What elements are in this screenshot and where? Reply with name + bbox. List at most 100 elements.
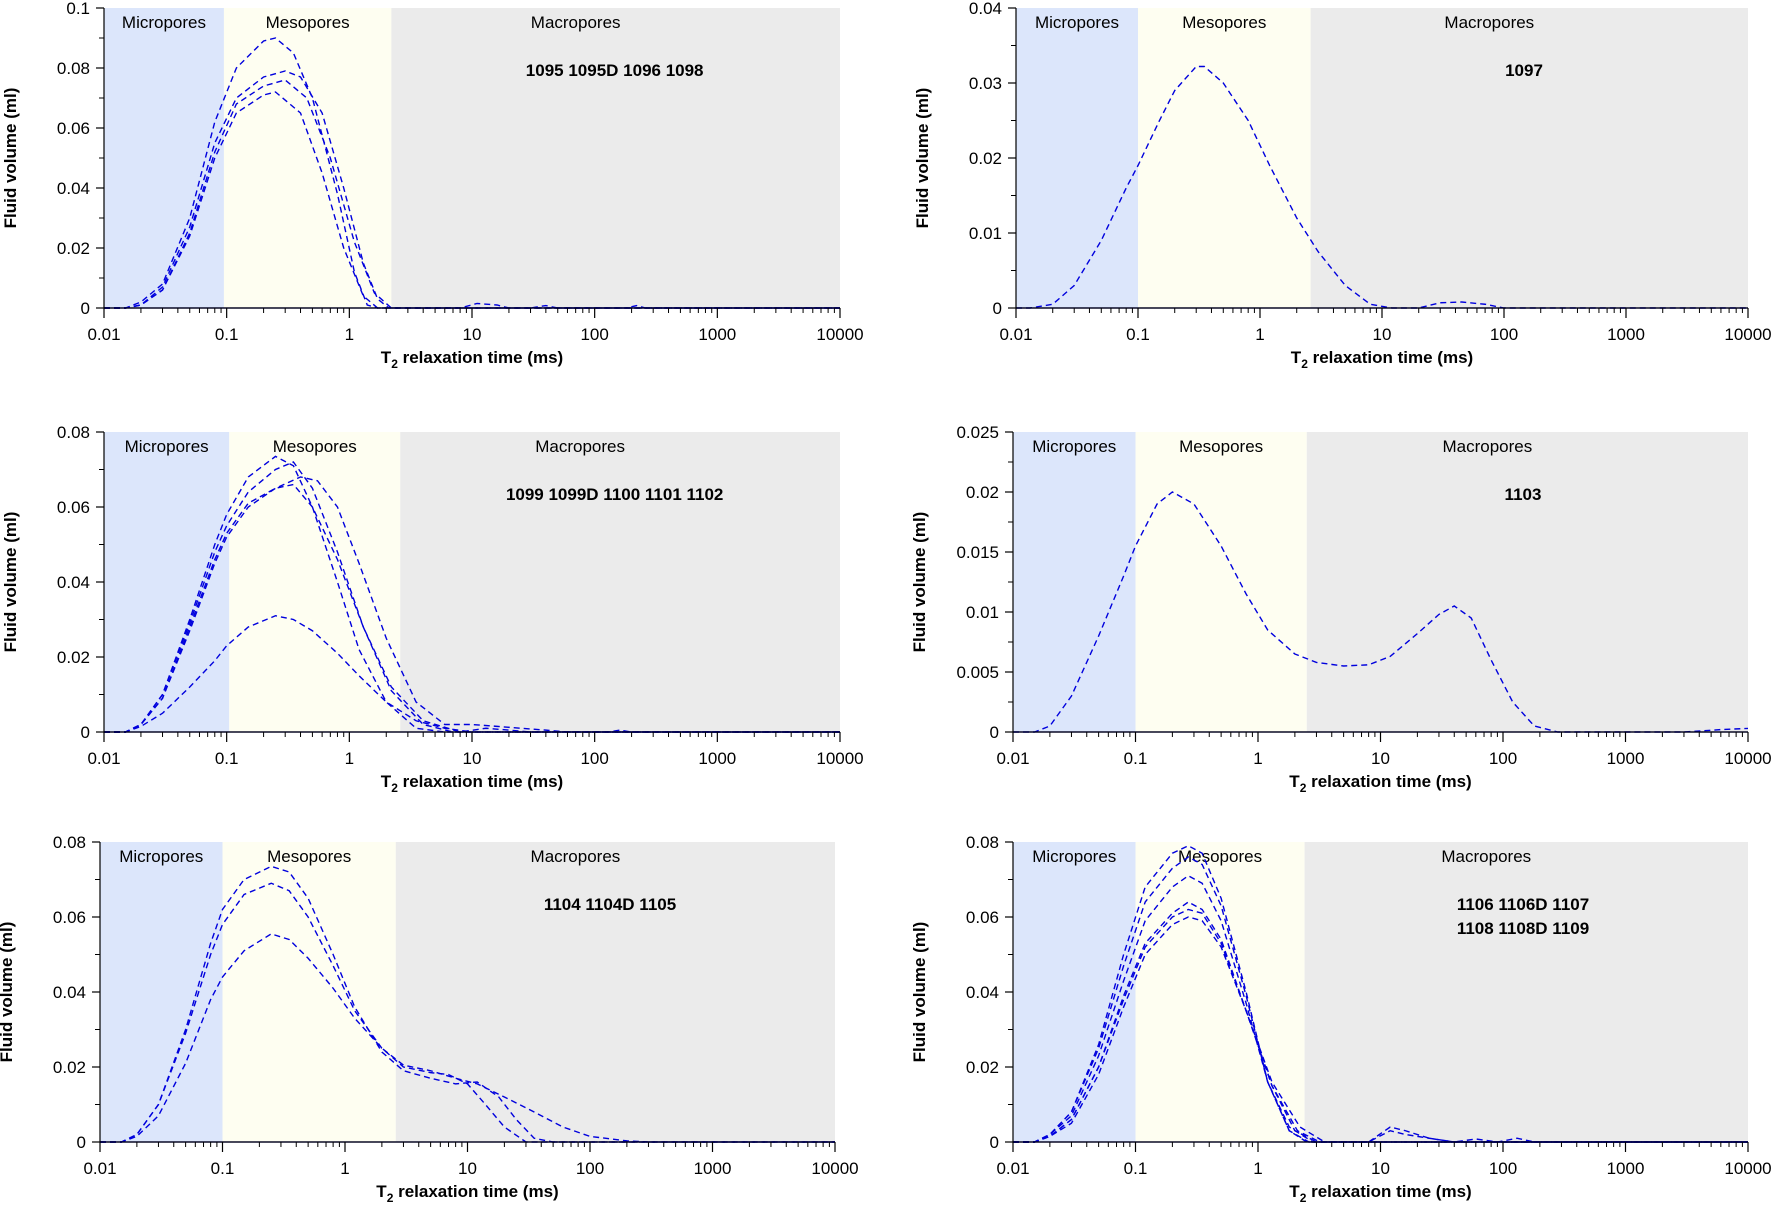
chart-panel-1: Micropores Mesopores Macropores 1095 1095D … [1,0,864,371]
x-tick-label: 10000 [811,1159,858,1178]
x-tick-label: 100 [580,325,608,344]
series-line-2 [104,70,840,309]
chart-panel-4: Micropores Mesopores Macropores 1103 0.01 0.1… [910,423,1772,795]
x-axis-title: T2 relaxation time (ms) [381,348,563,371]
region-label-micropores: Micropores [1032,847,1116,866]
x-axis-title: T2 relaxation time (ms) [1289,1182,1471,1205]
y-tick-label: 0.08 [57,423,90,442]
series-line-1 [1016,65,1748,309]
region-label-macropores: Macropores [531,847,621,866]
y-tick-label: 0.04 [969,0,1002,18]
region-label-mesopores: Mesopores [267,847,351,866]
region-label-micropores: Micropores [119,847,203,866]
x-tick-label: 1000 [694,1159,732,1178]
x-tick-label: 1 [345,749,354,768]
series-line-1 [100,865,835,1143]
y-tick-label: 0.1 [66,0,90,18]
x-tick-label: 10000 [1724,1159,1771,1178]
series-line-1 [104,37,840,309]
y-tick-label: 0.02 [57,648,90,667]
x-tick-label: 10000 [816,325,863,344]
region-mesopores [222,842,396,1142]
series-line-3 [1013,874,1748,1143]
region-mesopores [229,432,401,732]
y-tick-label: 0.04 [53,983,86,1002]
x-tick-label: 0.01 [87,325,120,344]
y-tick-label: 0.04 [966,983,999,1002]
y-tick-label: 0 [81,299,90,318]
region-label-macropores: Macropores [1441,847,1531,866]
y-tick-label: 0.025 [956,423,999,442]
x-tick-label: 0.1 [1124,1159,1148,1178]
x-tick-label: 10 [1373,325,1392,344]
x-tick-label: 1000 [1607,325,1645,344]
y-tick-label: 0.02 [966,1058,999,1077]
y-tick-label: 0.08 [57,59,90,78]
region-label-mesopores: Mesopores [1178,847,1262,866]
x-tick-label: 1000 [698,325,736,344]
x-axis-title: T2 relaxation time (ms) [1289,772,1471,795]
x-axis-title: T2 relaxation time (ms) [376,1182,558,1205]
region-label-micropores: Micropores [1035,13,1119,32]
region-micropores [1016,8,1138,308]
x-tick-label: 1000 [698,749,736,768]
y-tick-label: 0.02 [966,483,999,502]
y-axis-title: Fluid volume (ml) [1,88,20,229]
region-label-micropores: Micropores [1032,437,1116,456]
y-tick-label: 0.04 [57,573,90,592]
series-line-5 [104,615,840,733]
y-tick-label: 0 [990,723,999,742]
x-axis-title: T2 relaxation time (ms) [381,772,563,795]
y-tick-label: 0.04 [57,179,90,198]
x-tick-label: 10 [458,1159,477,1178]
sample-ids: 1095 1095D 1096 1098 [526,61,704,80]
region-label-mesopores: Mesopores [1179,437,1263,456]
x-tick-label: 10000 [1724,749,1771,768]
y-tick-label: 0 [77,1133,86,1152]
x-tick-label: 0.01 [83,1159,116,1178]
series-line-5 [1013,908,1748,1143]
region-label-macropores: Macropores [535,437,625,456]
x-tick-label: 0.01 [996,749,1029,768]
region-label-mesopores: Mesopores [273,437,357,456]
x-tick-label: 100 [580,749,608,768]
y-tick-label: 0.02 [57,239,90,258]
x-tick-label: 1000 [1607,1159,1645,1178]
x-tick-label: 10000 [1724,325,1771,344]
region-label-mesopores: Mesopores [266,13,350,32]
y-axis-title: Fluid volume (ml) [910,512,929,653]
y-tick-label: 0.06 [53,908,86,927]
sample-ids: 1103 [1505,485,1542,504]
sample-ids: 1104 1104D 1105 [544,895,676,914]
x-tick-label: 1 [345,325,354,344]
x-tick-label: 100 [1489,749,1517,768]
region-label-macropores: Macropores [531,13,621,32]
sample-ids: 1108 1108D 1109 [1457,919,1589,938]
region-micropores [1013,432,1136,732]
region-mesopores [1138,8,1311,308]
region-macropores [1306,432,1748,732]
x-tick-label: 10 [463,749,482,768]
y-tick-label: 0.06 [57,119,90,138]
series-line-2 [104,461,840,733]
chart-panel-2: Micropores Mesopores Macropores 1097 0.01 0.1… [913,0,1772,371]
x-axis-title: T2 relaxation time (ms) [1291,348,1473,371]
region-mesopores [1135,432,1307,732]
series-line-1 [1013,491,1749,733]
y-axis-title: Fluid volume (ml) [913,88,932,229]
x-tick-label: 10 [1371,749,1390,768]
region-macropores [395,842,835,1142]
region-macropores [391,8,840,308]
series-line-2 [1013,856,1748,1143]
region-mesopores [1135,842,1305,1142]
y-tick-label: 0.005 [956,663,999,682]
x-tick-label: 0.01 [996,1159,1029,1178]
y-tick-label: 0 [990,1133,999,1152]
region-micropores [104,432,230,732]
y-tick-label: 0 [993,299,1002,318]
x-tick-label: 1 [1253,749,1262,768]
y-tick-label: 0.08 [53,833,86,852]
region-label-macropores: Macropores [1442,437,1532,456]
y-tick-label: 0.06 [966,908,999,927]
chart-panel-6: Micropores Mesopores Macropores 1106 1106D … [910,833,1772,1205]
